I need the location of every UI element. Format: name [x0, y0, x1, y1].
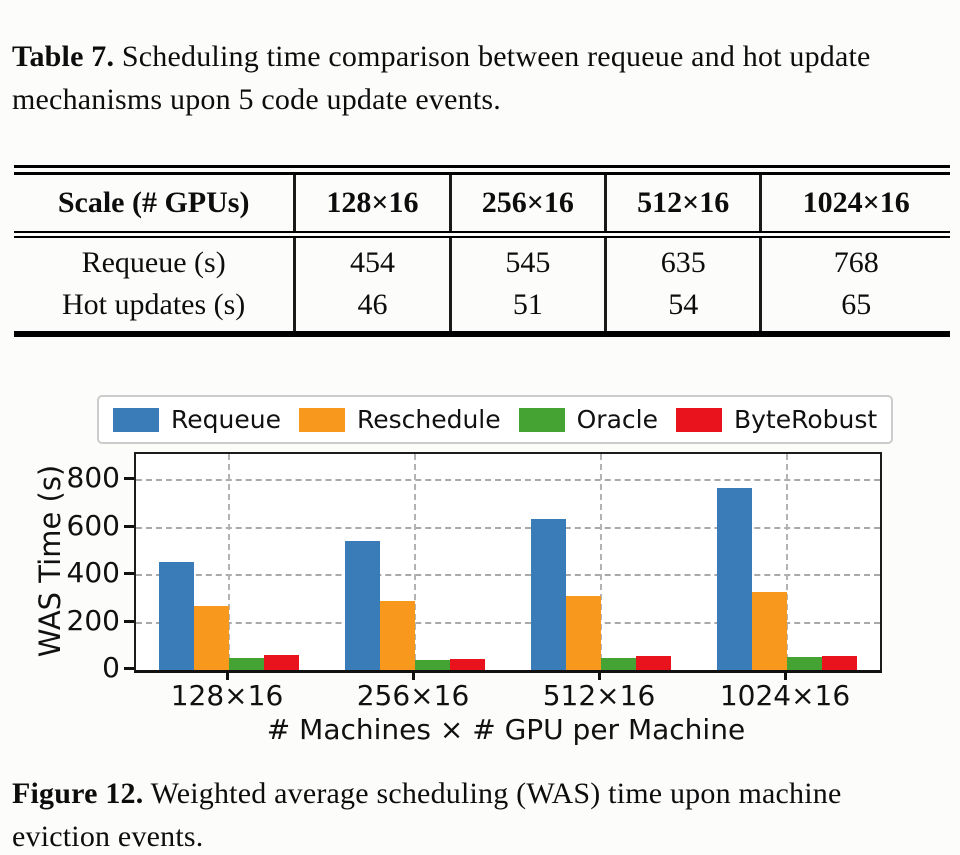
- y-tick-mark: [124, 477, 134, 481]
- table-header-row: Scale (# GPUs) 128×16 256×16 512×16 1024…: [14, 170, 950, 239]
- reschedule-swatch-icon: [298, 407, 345, 432]
- x-tick-mark: [412, 671, 415, 681]
- table-row-requeue: Requeue (s) 454 545 635 768: [14, 234, 950, 285]
- y-tick-mark: [124, 524, 134, 528]
- bar-oracle-512×16: [601, 658, 636, 671]
- legend-item-byterobust: ByteRobust: [675, 405, 878, 435]
- plot-area: [134, 452, 882, 674]
- cell-requeue-256: 545: [448, 234, 606, 285]
- bar-oracle-1024×16: [787, 657, 822, 671]
- bar-reschedule-256×16: [380, 601, 415, 671]
- gridline-y-200: [136, 621, 880, 624]
- y-tick-label-200: 200: [66, 603, 120, 637]
- chart-block: Requeue Reschedule Oracle ByteRobust WAS Ti…: [0, 385, 960, 753]
- cell-hot-256: 51: [448, 284, 606, 335]
- bar-requeue-1024×16: [717, 488, 752, 671]
- bar-oracle-128×16: [229, 658, 264, 671]
- bar-byterobust-128×16: [264, 655, 299, 671]
- cell-hot-512: 54: [604, 284, 761, 335]
- bar-requeue-512×16: [531, 519, 566, 671]
- gridline-x: [414, 454, 416, 671]
- x-tick-label-1024×16: 1024×16: [719, 679, 851, 713]
- bar-byterobust-256×16: [450, 659, 485, 671]
- col-header-512x16: 512×16: [604, 170, 761, 239]
- y-tick-label-800: 800: [66, 461, 120, 495]
- col-header-scale: Scale (# GPUs): [14, 170, 295, 239]
- table-row-hot-updates: Hot updates (s) 46 51 54 65: [14, 284, 950, 335]
- col-header-1024x16: 1024×16: [759, 170, 950, 239]
- chart-legend: Requeue Reschedule Oracle ByteRobust: [97, 395, 894, 445]
- y-tick-mark: [124, 572, 134, 576]
- bar-requeue-128×16: [159, 562, 194, 671]
- legend-label-oracle: Oracle: [576, 405, 658, 435]
- bar-reschedule-128×16: [194, 606, 229, 671]
- legend-label-requeue: Requeue: [171, 405, 281, 435]
- x-tick-label-512×16: 512×16: [542, 679, 656, 713]
- legend-item-reschedule: Reschedule: [298, 405, 501, 435]
- cell-requeue-1024: 768: [759, 234, 950, 285]
- row-label-requeue: Requeue (s): [81, 246, 226, 280]
- figure-caption-label: Figure 12.: [12, 777, 144, 811]
- bar-byterobust-512×16: [636, 656, 671, 671]
- bar-requeue-256×16: [345, 541, 380, 671]
- gridline-y-400: [136, 574, 880, 577]
- gridline-x: [786, 454, 788, 671]
- y-tick-label-0: 0: [102, 651, 120, 685]
- table-caption-label: Table 7.: [12, 40, 115, 73]
- gridline-y-600: [136, 526, 880, 529]
- y-tick-label-600: 600: [66, 508, 120, 542]
- gridline-x: [600, 454, 602, 671]
- legend-item-oracle: Oracle: [518, 405, 658, 435]
- cell-hot-1024: 65: [759, 284, 950, 335]
- bar-reschedule-1024×16: [752, 592, 787, 671]
- x-tick-mark: [226, 671, 229, 681]
- bar-byterobust-1024×16: [822, 656, 857, 671]
- y-tick-mark: [124, 619, 134, 623]
- table-caption: Table 7. Scheduling time comparison betw…: [0, 30, 960, 121]
- x-tick-label-256×16: 256×16: [356, 679, 470, 713]
- gridline-x: [228, 454, 230, 671]
- legend-label-reschedule: Reschedule: [356, 405, 501, 435]
- y-tick-label-400: 400: [66, 556, 120, 590]
- x-tick-mark: [598, 671, 601, 681]
- scheduling-time-table: Scale (# GPUs) 128×16 256×16 512×16 1024…: [14, 165, 950, 338]
- cell-hot-128: 46: [293, 284, 451, 335]
- requeue-swatch-icon: [113, 407, 159, 432]
- x-tick-mark: [784, 671, 787, 681]
- gridline-y-800: [136, 479, 880, 482]
- bar-oracle-256×16: [415, 660, 450, 671]
- x-tick-label-128×16: 128×16: [170, 679, 284, 713]
- figure-caption: Figure 12. Weighted average scheduling (…: [0, 767, 960, 855]
- col-header-256x16: 256×16: [448, 170, 606, 239]
- row-label-hot-updates: Hot updates (s): [62, 288, 246, 322]
- oracle-swatch-icon: [518, 407, 565, 432]
- legend-label-byterobust: ByteRobust: [733, 405, 878, 435]
- cell-requeue-512: 635: [604, 234, 761, 285]
- col-header-128x16: 128×16: [293, 170, 451, 239]
- legend-item-requeue: Requeue: [113, 405, 281, 434]
- x-axis-label: # Machines × # GPU per Machine: [266, 713, 746, 747]
- bar-reschedule-512×16: [566, 596, 601, 671]
- y-tick-mark: [124, 667, 134, 671]
- byterobust-swatch-icon: [675, 407, 722, 432]
- figure-caption-text: Weighted average scheduling (WAS) time u…: [12, 777, 842, 853]
- cell-requeue-128: 454: [293, 234, 451, 285]
- table-caption-text: Scheduling time comparison between reque…: [12, 40, 871, 116]
